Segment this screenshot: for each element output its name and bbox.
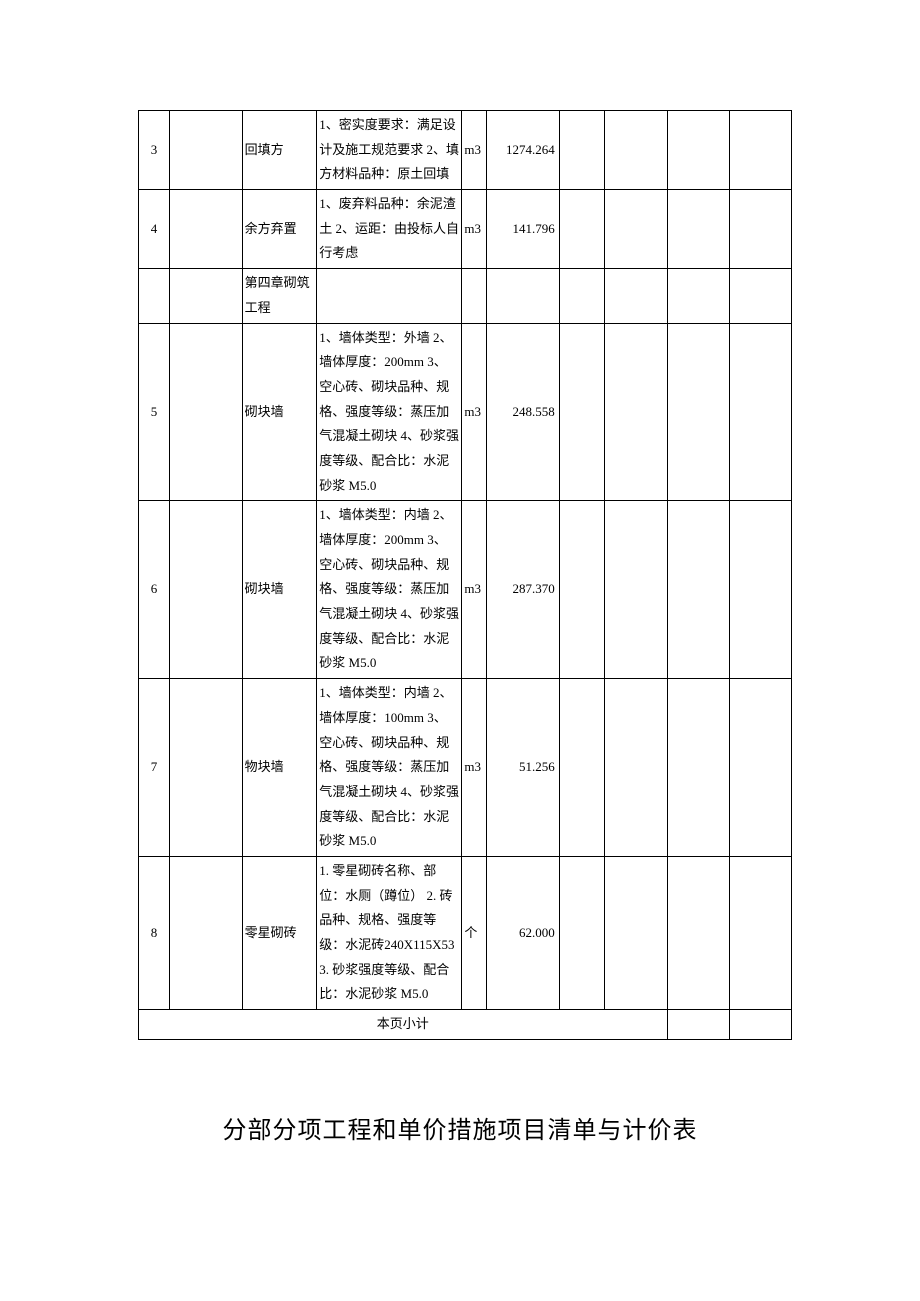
page: 3 回填方 1、密实度要求：满足设计及施工规范要求 2、填方材料品种：原土回填 … bbox=[0, 0, 920, 1205]
cell-name: 砌块墙 bbox=[242, 323, 317, 501]
next-section-title-block: 分部分项工程和单价措施项目清单与计价表 bbox=[0, 1110, 920, 1205]
cell-index: 7 bbox=[139, 679, 170, 857]
cell-qty: 287.370 bbox=[487, 501, 560, 679]
table-body: 3 回填方 1、密实度要求：满足设计及施工规范要求 2、填方材料品种：原土回填 … bbox=[139, 111, 792, 1040]
cell-price4 bbox=[729, 501, 791, 679]
table-row: 8 零星砌砖 1. 零星砌砖名称、部位：水厕（蹲位） 2. 砖品种、规格、强度等… bbox=[139, 856, 792, 1009]
cell-code bbox=[170, 679, 243, 857]
cell-index: 6 bbox=[139, 501, 170, 679]
cell-price2 bbox=[605, 856, 667, 1009]
cell-index: 4 bbox=[139, 190, 170, 269]
table-row: 7 物块墙 1、墙体类型：内墙 2、墙体厚度：100mm 3、空心砖、砌块品种、… bbox=[139, 679, 792, 857]
cell-price1 bbox=[559, 501, 605, 679]
cell-price3 bbox=[667, 323, 729, 501]
cell-unit: m3 bbox=[462, 679, 487, 857]
cell-price1 bbox=[559, 679, 605, 857]
cell-index: 3 bbox=[139, 111, 170, 190]
cell-name: 回填方 bbox=[242, 111, 317, 190]
cell-price4 bbox=[729, 323, 791, 501]
cell-price1 bbox=[559, 856, 605, 1009]
cell-price4 bbox=[729, 190, 791, 269]
cell-name: 物块墙 bbox=[242, 679, 317, 857]
cell-name: 余方弃置 bbox=[242, 190, 317, 269]
subtotal-value-2 bbox=[729, 1010, 791, 1040]
cell-code bbox=[170, 501, 243, 679]
table-row: 6 砌块墙 1、墙体类型：内墙 2、墙体厚度：200mm 3、空心砖、砌块品种、… bbox=[139, 501, 792, 679]
table-row: 4 余方弃置 1、废弃料品种：余泥渣土 2、运距：由投标人自行考虑 m3 141… bbox=[139, 190, 792, 269]
cell-price1 bbox=[559, 323, 605, 501]
cell-code bbox=[170, 269, 243, 323]
cell-desc bbox=[317, 269, 462, 323]
cell-desc: 1、墙体类型：外墙 2、墙体厚度：200mm 3、空心砖、砌块品种、规格、强度等… bbox=[317, 323, 462, 501]
cell-unit: 个 bbox=[462, 856, 487, 1009]
cell-code bbox=[170, 856, 243, 1009]
cell-desc: 1、墙体类型：内墙 2、墙体厚度：200mm 3、空心砖、砌块品种、规格、强度等… bbox=[317, 501, 462, 679]
cell-price3 bbox=[667, 679, 729, 857]
cell-price3 bbox=[667, 269, 729, 323]
boq-table: 3 回填方 1、密实度要求：满足设计及施工规范要求 2、填方材料品种：原土回填 … bbox=[138, 110, 792, 1040]
cell-unit: m3 bbox=[462, 190, 487, 269]
cell-name: 零星砌砖 bbox=[242, 856, 317, 1009]
cell-price1 bbox=[559, 269, 605, 323]
cell-unit bbox=[462, 269, 487, 323]
subtotal-value-1 bbox=[667, 1010, 729, 1040]
cell-price2 bbox=[605, 269, 667, 323]
cell-price2 bbox=[605, 323, 667, 501]
cell-price4 bbox=[729, 111, 791, 190]
cell-price4 bbox=[729, 679, 791, 857]
cell-price4 bbox=[729, 856, 791, 1009]
cell-price2 bbox=[605, 679, 667, 857]
cell-desc: 1、密实度要求：满足设计及施工规范要求 2、填方材料品种：原土回填 bbox=[317, 111, 462, 190]
subtotal-label: 本页小计 bbox=[139, 1010, 668, 1040]
cell-price1 bbox=[559, 111, 605, 190]
cell-price3 bbox=[667, 856, 729, 1009]
cell-code bbox=[170, 323, 243, 501]
cell-desc: 1、废弃料品种：余泥渣土 2、运距：由投标人自行考虑 bbox=[317, 190, 462, 269]
cell-index bbox=[139, 269, 170, 323]
cell-price2 bbox=[605, 111, 667, 190]
cell-price3 bbox=[667, 501, 729, 679]
table-row: 5 砌块墙 1、墙体类型：外墙 2、墙体厚度：200mm 3、空心砖、砌块品种、… bbox=[139, 323, 792, 501]
cell-qty bbox=[487, 269, 560, 323]
cell-index: 8 bbox=[139, 856, 170, 1009]
table-container: 3 回填方 1、密实度要求：满足设计及施工规范要求 2、填方材料品种：原土回填 … bbox=[0, 0, 920, 1040]
cell-qty: 141.796 bbox=[487, 190, 560, 269]
cell-qty: 248.558 bbox=[487, 323, 560, 501]
cell-qty: 1274.264 bbox=[487, 111, 560, 190]
cell-unit: m3 bbox=[462, 501, 487, 679]
cell-price2 bbox=[605, 501, 667, 679]
cell-desc: 1. 零星砌砖名称、部位：水厕（蹲位） 2. 砖品种、规格、强度等级：水泥砖24… bbox=[317, 856, 462, 1009]
cell-price1 bbox=[559, 190, 605, 269]
cell-price3 bbox=[667, 111, 729, 190]
cell-name: 第四章砌筑工程 bbox=[242, 269, 317, 323]
cell-price4 bbox=[729, 269, 791, 323]
table-row: 第四章砌筑工程 bbox=[139, 269, 792, 323]
subtotal-row: 本页小计 bbox=[139, 1010, 792, 1040]
cell-price2 bbox=[605, 190, 667, 269]
cell-unit: m3 bbox=[462, 323, 487, 501]
cell-desc: 1、墙体类型：内墙 2、墙体厚度：100mm 3、空心砖、砌块品种、规格、强度等… bbox=[317, 679, 462, 857]
cell-code bbox=[170, 190, 243, 269]
cell-qty: 51.256 bbox=[487, 679, 560, 857]
table-row: 3 回填方 1、密实度要求：满足设计及施工规范要求 2、填方材料品种：原土回填 … bbox=[139, 111, 792, 190]
cell-index: 5 bbox=[139, 323, 170, 501]
cell-unit: m3 bbox=[462, 111, 487, 190]
next-section-title: 分部分项工程和单价措施项目清单与计价表 bbox=[0, 1110, 920, 1145]
cell-code bbox=[170, 111, 243, 190]
cell-price3 bbox=[667, 190, 729, 269]
cell-name: 砌块墙 bbox=[242, 501, 317, 679]
cell-qty: 62.000 bbox=[487, 856, 560, 1009]
